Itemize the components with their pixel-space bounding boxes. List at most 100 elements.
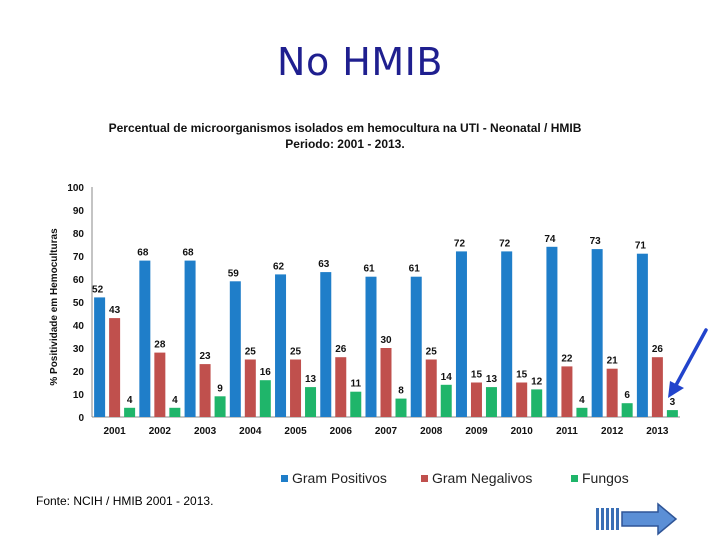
data-label: 25 (290, 347, 302, 358)
data-label: 11 (350, 379, 361, 390)
data-label: 9 (217, 383, 223, 394)
data-label: 43 (109, 305, 121, 316)
data-label: 63 (318, 259, 330, 270)
x-tick-label: 2002 (149, 426, 172, 437)
data-label: 62 (273, 261, 285, 272)
bar (621, 403, 633, 417)
chart-legend: Gram Positivos Gram Negalivos Fungos (281, 470, 629, 486)
bar (154, 352, 166, 417)
annotation-arrow-shaft (673, 328, 708, 389)
chart-title-block: Percentual de microorganismos isolados e… (90, 120, 600, 152)
data-label: 72 (499, 238, 511, 249)
next-slide-arrow-icon[interactable] (620, 502, 678, 536)
bar (395, 398, 407, 417)
data-label: 8 (398, 386, 404, 397)
bar (410, 276, 422, 417)
slide-bars-icon (596, 508, 620, 530)
data-label: 13 (305, 374, 317, 385)
x-tick-label: 2004 (239, 426, 262, 437)
annotation-arrow (668, 328, 708, 398)
data-label: 4 (172, 395, 178, 406)
bar (365, 276, 377, 417)
data-label: 3 (670, 397, 676, 408)
bar-chart: 0 10 20 30 40 50 60 70 80 90 100 % Positividade em … (49, 183, 708, 486)
data-label: 72 (454, 238, 466, 249)
x-tick-label: 2006 (330, 426, 353, 437)
bar (259, 380, 271, 417)
x-tick-label: 2012 (601, 426, 624, 437)
bar (531, 389, 543, 417)
data-label: 21 (607, 356, 619, 367)
data-label: 52 (92, 284, 104, 295)
y-tick-label: 50 (73, 298, 85, 309)
x-tick-labels: 2001 2002 2003 2004 2005 2006 2007 2008 2009 2010… (103, 426, 668, 437)
data-label: 25 (245, 347, 257, 358)
data-label: 71 (635, 241, 647, 252)
bar (335, 357, 347, 417)
legend-swatch (281, 475, 288, 482)
bar (169, 407, 181, 417)
data-label: 61 (363, 264, 375, 275)
bar (199, 364, 211, 417)
data-label: 28 (154, 340, 166, 351)
bar (244, 359, 256, 417)
data-label: 15 (471, 370, 483, 381)
data-label: 12 (531, 376, 543, 387)
x-tick-label: 2003 (194, 426, 217, 437)
x-tick-label: 2009 (465, 426, 488, 437)
y-tick-labels: 0 10 20 30 40 50 60 70 80 90 100 % Positividade em … (49, 183, 84, 424)
bar (425, 359, 437, 417)
bar (290, 359, 302, 417)
bar (516, 382, 528, 417)
data-label: 4 (579, 395, 585, 406)
data-label: 74 (544, 234, 556, 245)
y-tick-label: 20 (73, 367, 85, 378)
legend-label: Gram Negalivos (432, 470, 532, 486)
chart-bars (94, 246, 678, 417)
bar (666, 410, 678, 417)
data-label: 16 (260, 367, 272, 378)
x-tick-label: 2010 (511, 426, 534, 437)
data-label: 25 (426, 347, 438, 358)
bar (305, 387, 317, 417)
data-label: 73 (590, 236, 602, 247)
bar (380, 348, 392, 417)
data-label: 4 (127, 395, 133, 406)
bar (606, 368, 618, 417)
bar (501, 251, 513, 417)
y-tick-label: 70 (73, 252, 85, 263)
chart-subtitle: Periodo: 2001 - 2013. (285, 137, 405, 151)
data-label: 68 (183, 248, 195, 259)
y-tick-label: 90 (73, 206, 85, 217)
y-tick-label: 10 (73, 390, 85, 401)
bar (214, 396, 226, 417)
data-labels: 5243468284682395925166225136326116130861… (92, 234, 676, 408)
bar (470, 382, 482, 417)
bar (636, 253, 648, 417)
bar (546, 246, 558, 417)
data-label: 61 (409, 264, 421, 275)
y-tick-label: 100 (67, 183, 84, 194)
chart-title: Percentual de microorganismos isolados e… (108, 121, 582, 135)
x-tick-label: 2007 (375, 426, 398, 437)
data-label: 68 (137, 248, 149, 259)
data-label: 22 (561, 353, 573, 364)
y-tick-label: 40 (73, 321, 85, 332)
annotation-arrow-head (668, 381, 684, 398)
bar (139, 260, 151, 417)
data-label: 23 (200, 351, 212, 362)
y-tick-label: 0 (78, 413, 84, 424)
data-label: 15 (516, 370, 528, 381)
y-axis-label: % Positividade em Hemoculturas (49, 228, 60, 386)
slide-navigation (596, 502, 686, 536)
y-tick-label: 60 (73, 275, 85, 286)
data-label: 13 (486, 374, 498, 385)
bar (275, 274, 287, 417)
x-tick-label: 2008 (420, 426, 443, 437)
data-label: 26 (335, 344, 347, 355)
legend-label: Fungos (582, 470, 629, 486)
slide-title: No HMIB (277, 40, 443, 84)
bar (320, 272, 332, 417)
bar (350, 391, 362, 417)
x-tick-label: 2005 (284, 426, 307, 437)
